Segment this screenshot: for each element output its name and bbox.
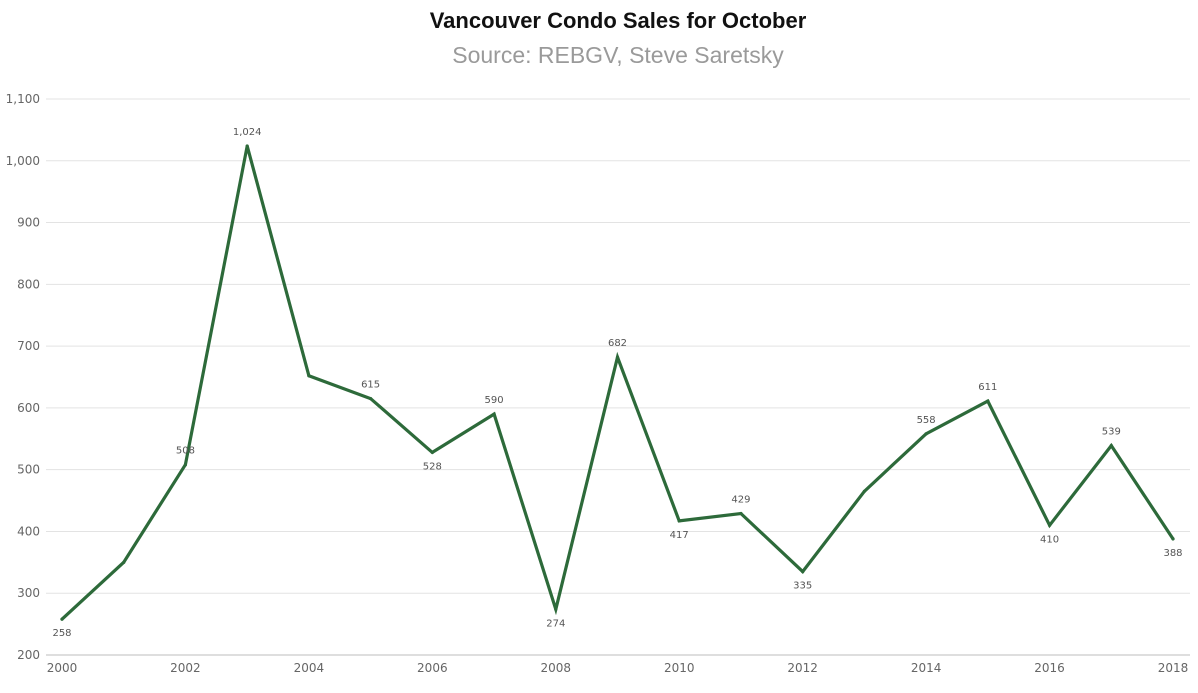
data-point <box>862 489 866 493</box>
chart-title: Vancouver Condo Sales for October <box>429 8 807 33</box>
data-label: 417 <box>670 530 689 541</box>
data-label: 410 <box>1040 534 1059 545</box>
axes: 200 300 400 500 600 700 800 900 1,000 1,100 2000 20… <box>6 92 1189 675</box>
y-tick-label: 900 <box>17 216 40 230</box>
data-label: 1,024 <box>233 127 262 138</box>
chart-subtitle: Source: REBGV, Steve Saretsky <box>452 42 784 68</box>
data-point <box>1171 537 1175 541</box>
series-line <box>60 145 1175 621</box>
data-point <box>245 144 249 148</box>
data-point <box>1109 443 1113 448</box>
x-tick-label: 2006 <box>417 661 448 675</box>
data-point <box>554 607 558 611</box>
y-tick-label: 800 <box>17 277 40 291</box>
data-label: 611 <box>978 382 997 393</box>
gridlines <box>46 98 1190 656</box>
data-label: 682 <box>608 338 627 349</box>
series <box>60 144 1175 621</box>
data-label: 590 <box>485 395 504 406</box>
data-label: 274 <box>546 618 565 629</box>
x-tick-label: 2012 <box>787 661 818 675</box>
x-tick-label: 2004 <box>294 661 325 675</box>
data-label: 558 <box>917 415 936 426</box>
data-label: 615 <box>361 380 380 391</box>
y-tick-label: 200 <box>17 648 40 662</box>
data-point <box>615 355 620 359</box>
x-tick-label: 2002 <box>170 661 201 675</box>
data-label: 388 <box>1163 548 1182 559</box>
y-tick-label: 1,100 <box>6 92 40 106</box>
x-tick-label: 2010 <box>664 661 695 675</box>
data-point <box>492 412 496 416</box>
y-tick-label: 600 <box>17 401 40 415</box>
data-labels: 258 508 1,024 615 528 590 274 682 417 429 335 558 61… <box>52 127 1182 639</box>
x-tick-label: 2018 <box>1158 661 1189 675</box>
y-tick-label: 400 <box>17 524 40 538</box>
data-point <box>307 374 311 378</box>
y-tick-label: 500 <box>17 463 40 477</box>
y-tick-label: 1,000 <box>6 154 40 168</box>
data-label: 539 <box>1102 427 1121 438</box>
data-label: 258 <box>52 628 71 639</box>
data-point <box>739 511 743 516</box>
y-tick-label: 300 <box>17 586 40 600</box>
x-tick-label: 2016 <box>1034 661 1065 675</box>
data-point <box>369 397 373 401</box>
data-point <box>60 617 64 621</box>
data-label: 508 <box>176 446 195 457</box>
data-label: 335 <box>793 581 812 592</box>
x-tick-label: 2014 <box>911 661 942 675</box>
data-label: 528 <box>423 461 442 472</box>
data-point <box>183 463 188 467</box>
data-point <box>801 570 805 574</box>
y-tick-label: 700 <box>17 339 40 353</box>
data-point <box>986 399 990 403</box>
data-point <box>430 450 434 454</box>
data-point <box>924 432 928 436</box>
data-label: 429 <box>731 495 750 506</box>
x-tick-label: 2000 <box>47 661 78 675</box>
data-point <box>122 560 126 564</box>
x-tick-label: 2008 <box>541 661 572 675</box>
data-point <box>1047 523 1052 527</box>
data-point <box>677 519 681 523</box>
